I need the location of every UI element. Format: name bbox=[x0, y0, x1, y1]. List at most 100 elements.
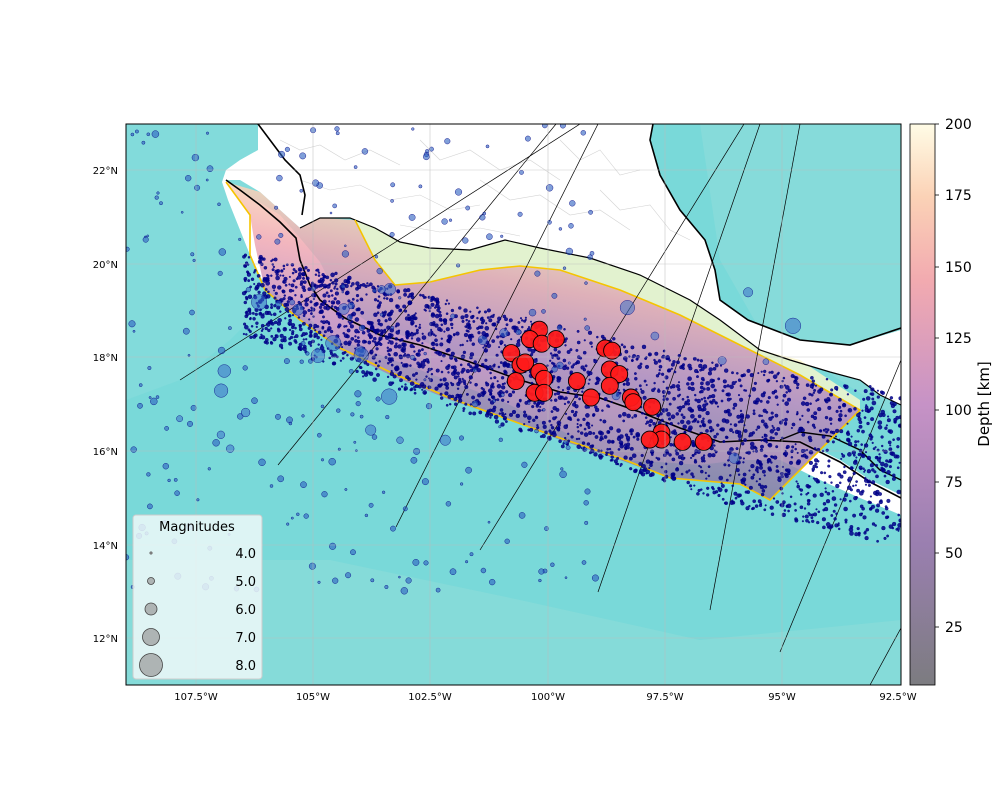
earthquake-marker bbox=[413, 350, 416, 353]
earthquake-marker bbox=[541, 309, 546, 314]
earthquake-marker bbox=[245, 297, 249, 301]
earthquake-marker bbox=[449, 403, 452, 406]
earthquake-marker bbox=[859, 504, 864, 509]
earthquake-marker bbox=[381, 388, 398, 405]
earthquake-marker bbox=[464, 384, 469, 390]
earthquake-marker bbox=[878, 460, 881, 464]
earthquake-marker bbox=[423, 378, 427, 382]
y-tick-label: 14°N bbox=[93, 541, 118, 552]
earthquake-marker bbox=[801, 520, 804, 523]
earthquake-marker bbox=[319, 309, 324, 314]
earthquake-marker bbox=[686, 402, 691, 406]
earthquake-marker bbox=[395, 342, 398, 345]
earthquake-marker bbox=[336, 287, 339, 291]
earthquake-marker bbox=[462, 379, 467, 384]
earthquake-marker bbox=[284, 146, 290, 152]
earthquake-marker bbox=[309, 334, 313, 338]
earthquake-marker bbox=[280, 346, 284, 350]
earthquake-marker bbox=[147, 366, 152, 370]
earthquake-marker bbox=[489, 412, 494, 417]
earthquake-marker bbox=[414, 324, 418, 328]
earthquake-marker bbox=[435, 587, 441, 593]
earthquake-marker bbox=[366, 363, 370, 367]
earthquake-marker bbox=[823, 471, 827, 475]
earthquake-marker bbox=[273, 296, 277, 300]
earthquake-marker bbox=[340, 284, 346, 289]
earthquake-marker bbox=[386, 349, 390, 353]
earthquake-marker bbox=[320, 320, 323, 323]
earthquake-marker bbox=[332, 361, 337, 366]
earthquake-marker bbox=[253, 282, 256, 286]
earthquake-marker bbox=[589, 251, 595, 256]
earthquake-marker bbox=[360, 310, 365, 315]
earthquake-marker bbox=[681, 404, 686, 409]
earthquake-marker bbox=[717, 356, 727, 365]
earthquake-marker bbox=[497, 365, 501, 369]
earthquake-marker bbox=[504, 413, 507, 416]
earthquake-marker bbox=[606, 439, 612, 444]
earthquake-marker bbox=[758, 483, 762, 487]
earthquake-marker bbox=[462, 409, 465, 413]
earthquake-marker bbox=[570, 365, 575, 369]
earthquake-marker bbox=[484, 381, 488, 385]
earthquake-marker bbox=[559, 470, 567, 478]
large-earthquake-marker bbox=[506, 372, 525, 391]
earthquake-marker bbox=[467, 362, 471, 367]
earthquake-marker bbox=[584, 520, 589, 525]
earthquake-marker bbox=[859, 467, 863, 471]
earthquake-marker bbox=[567, 400, 570, 404]
x-axis-ticks: 107.5°W 105°W 102.5°W 100°W 97.5°W 95°W … bbox=[174, 692, 916, 703]
earthquake-marker bbox=[815, 508, 818, 511]
earthquake-marker bbox=[767, 466, 772, 471]
earthquake-marker bbox=[409, 364, 412, 367]
earthquake-marker bbox=[341, 356, 345, 360]
earthquake-marker bbox=[260, 257, 264, 261]
earthquake-marker bbox=[316, 268, 320, 272]
earthquake-marker bbox=[260, 282, 265, 288]
legend-marker-7 bbox=[142, 628, 160, 646]
earthquake-marker bbox=[633, 413, 638, 418]
earthquake-marker bbox=[351, 297, 355, 301]
earthquake-marker bbox=[565, 366, 570, 370]
earthquake-marker bbox=[849, 531, 854, 536]
earthquake-marker bbox=[329, 542, 337, 550]
earthquake-marker bbox=[465, 205, 471, 211]
earthquake-marker bbox=[419, 293, 422, 297]
earthquake-marker bbox=[283, 327, 287, 330]
earthquake-marker bbox=[417, 349, 422, 353]
earthquake-marker bbox=[450, 351, 455, 356]
earthquake-marker bbox=[881, 391, 885, 395]
earthquake-marker bbox=[723, 384, 727, 389]
earthquake-marker bbox=[838, 417, 842, 422]
earthquake-marker bbox=[548, 429, 552, 433]
earthquake-marker bbox=[137, 402, 143, 409]
earthquake-marker bbox=[587, 373, 591, 377]
earthquake-marker bbox=[347, 320, 350, 323]
earthquake-marker bbox=[758, 414, 762, 418]
earthquake-marker bbox=[469, 552, 474, 557]
earthquake-marker bbox=[244, 314, 249, 319]
earthquake-marker bbox=[334, 126, 340, 132]
earthquake-marker bbox=[207, 467, 211, 471]
earthquake-marker bbox=[494, 419, 500, 424]
earthquake-marker bbox=[773, 428, 776, 431]
earthquake-marker bbox=[423, 364, 426, 367]
earthquake-marker bbox=[720, 399, 724, 403]
earthquake-marker bbox=[739, 415, 745, 420]
earthquake-marker bbox=[337, 314, 343, 319]
earthquake-marker bbox=[255, 321, 259, 325]
earthquake-marker bbox=[440, 337, 443, 340]
earthquake-marker bbox=[707, 419, 712, 424]
earthquake-marker bbox=[669, 385, 673, 389]
earthquake-marker bbox=[749, 373, 754, 378]
earthquake-marker bbox=[847, 479, 851, 483]
earthquake-marker bbox=[425, 403, 433, 410]
earthquake-marker bbox=[533, 401, 537, 405]
earthquake-marker bbox=[484, 326, 490, 331]
earthquake-marker bbox=[690, 472, 694, 476]
earthquake-marker bbox=[398, 370, 403, 375]
earthquake-marker bbox=[869, 495, 872, 498]
earthquake-marker bbox=[855, 480, 858, 483]
earthquake-marker bbox=[306, 268, 310, 272]
earthquake-marker bbox=[402, 506, 408, 512]
